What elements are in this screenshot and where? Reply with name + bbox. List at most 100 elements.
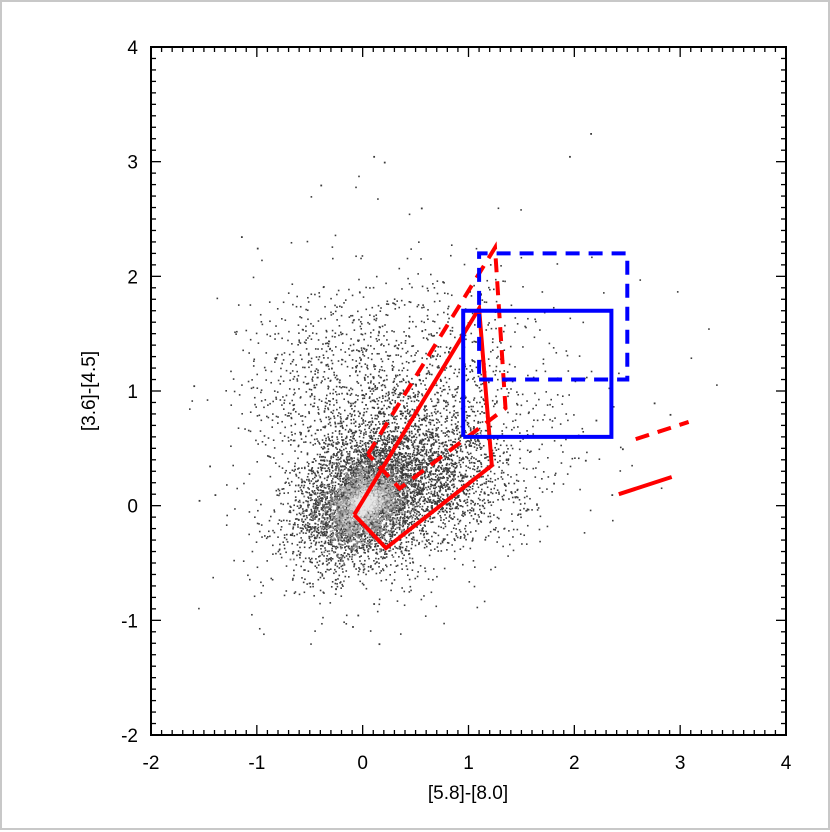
scatter-point <box>387 419 390 422</box>
scatter-point <box>319 589 322 592</box>
scatter-point <box>344 465 346 468</box>
scatter-point <box>323 434 326 437</box>
scatter-point <box>395 472 398 475</box>
scatter-point <box>421 440 423 442</box>
scatter-point <box>450 471 452 473</box>
scatter-point <box>421 450 424 452</box>
scatter-point <box>452 441 454 443</box>
scatter-point <box>454 449 457 451</box>
scatter-point <box>393 438 395 441</box>
scatter-point <box>324 467 326 470</box>
scatter-point <box>389 478 391 481</box>
scatter-point <box>318 398 321 401</box>
scatter-point <box>471 540 474 542</box>
scatter-point <box>419 503 422 505</box>
scatter-point <box>383 507 386 509</box>
scatter-point <box>298 471 301 474</box>
scatter-point <box>312 483 314 485</box>
scatter-point <box>523 480 525 482</box>
scatter-point <box>318 495 321 498</box>
scatter-point <box>331 439 334 442</box>
scatter-point <box>431 478 434 481</box>
scatter-point <box>346 459 349 462</box>
scatter-point <box>345 483 348 485</box>
scatter-point <box>321 544 323 547</box>
scatter-point <box>313 490 316 492</box>
scatter-point <box>212 576 214 579</box>
scatter-point <box>436 503 439 506</box>
scatter-point <box>367 570 370 572</box>
scatter-point <box>427 464 429 467</box>
scatter-point <box>444 525 447 528</box>
scatter-point <box>344 505 346 508</box>
scatter-point <box>371 536 374 539</box>
scatter-point <box>416 518 419 520</box>
scatter-point <box>378 484 381 486</box>
scatter-point <box>378 410 381 413</box>
scatter-point <box>391 422 394 424</box>
scatter-point <box>375 460 377 463</box>
scatter-point <box>327 541 329 544</box>
scatter-point <box>465 445 468 448</box>
scatter-point <box>419 565 422 567</box>
scatter-point <box>351 460 354 463</box>
scatter-point <box>417 414 420 417</box>
scatter-point <box>389 450 391 452</box>
scatter-point <box>420 461 423 464</box>
scatter-point <box>458 461 460 464</box>
scatter-point <box>324 534 327 537</box>
scatter-point <box>374 521 377 523</box>
scatter-point <box>306 475 309 478</box>
scatter-point <box>314 501 317 504</box>
scatter-point <box>342 480 344 483</box>
scatter-point <box>344 546 347 548</box>
scatter-point <box>414 544 417 547</box>
scatter-point <box>440 526 442 529</box>
scatter-point <box>394 392 397 395</box>
scatter-point <box>414 485 416 488</box>
scatter-point <box>377 437 380 440</box>
scatter-point <box>396 600 399 602</box>
scatter-point <box>402 521 404 523</box>
scatter-point <box>328 557 331 560</box>
scatter-point <box>464 513 466 516</box>
scatter-point <box>385 565 388 568</box>
scatter-point <box>297 518 300 521</box>
scatter-point <box>384 550 387 553</box>
scatter-point <box>311 490 313 492</box>
scatter-point <box>350 468 353 471</box>
scatter-point <box>427 439 429 442</box>
scatter-point <box>289 511 292 514</box>
scatter-point <box>444 376 447 379</box>
scatter-point <box>393 504 396 507</box>
scatter-point <box>472 518 475 520</box>
scatter-point <box>330 557 332 559</box>
scatter-point <box>374 431 377 434</box>
scatter-point <box>310 434 313 437</box>
scatter-point <box>284 471 287 474</box>
scatter-point <box>321 499 323 501</box>
scatter-point <box>368 482 371 485</box>
scatter-point <box>408 462 410 465</box>
scatter-point <box>412 538 414 541</box>
scatter-point <box>337 456 339 459</box>
scatter-point <box>362 436 365 439</box>
scatter-point <box>354 532 356 534</box>
scatter-point <box>341 439 344 442</box>
scatter-point <box>426 434 428 436</box>
scatter-point <box>389 533 392 536</box>
scatter-point <box>493 514 495 516</box>
scatter-point <box>444 448 446 450</box>
scatter-point <box>502 471 505 474</box>
scatter-point <box>471 370 474 373</box>
scatter-point <box>375 534 378 537</box>
scatter-point <box>387 441 389 444</box>
scatter-point <box>347 482 350 485</box>
scatter-point <box>367 475 369 478</box>
scatter-point <box>302 492 304 495</box>
scatter-point <box>380 476 382 479</box>
scatter-point <box>485 481 488 483</box>
scatter-point <box>325 534 328 537</box>
scatter-point <box>435 468 438 471</box>
scatter-point <box>328 418 331 421</box>
